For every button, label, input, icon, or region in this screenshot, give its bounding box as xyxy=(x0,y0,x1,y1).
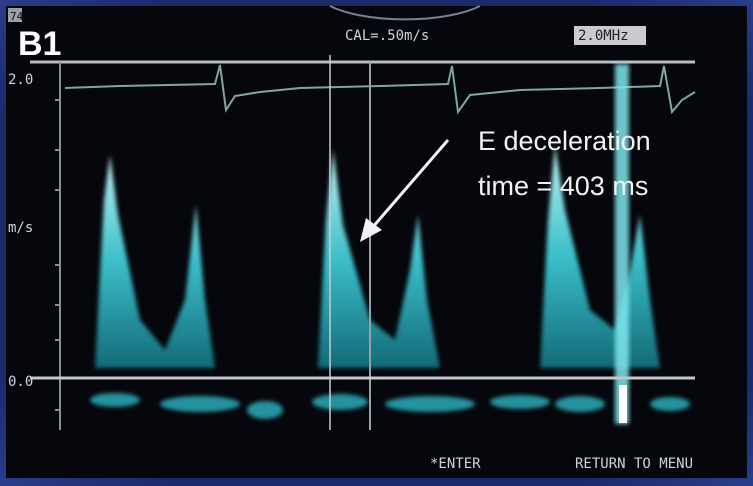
axis-zero-label: 0.0 xyxy=(8,374,33,390)
ultrasound-screen: 74 B1 CAL=.50m/s 2.0MHz 2.0 m/s 0.0 E de… xyxy=(0,0,753,486)
frequency: 2.0MHz xyxy=(578,28,629,44)
bright-artifact xyxy=(615,64,629,424)
panel-label: B1 xyxy=(18,25,61,63)
annotation-line: E deceleration xyxy=(478,126,651,156)
enter-label: *ENTER xyxy=(430,456,481,472)
axis-unit: m/s xyxy=(8,220,33,236)
calibration: CAL=.50m/s xyxy=(345,28,429,44)
bright-artifact-core xyxy=(619,385,627,423)
menu-label: RETURN TO MENU xyxy=(575,456,693,472)
corner-label: 74 xyxy=(10,10,24,23)
axis-top-label: 2.0 xyxy=(8,72,33,88)
annotation-line: time = 403 ms xyxy=(478,171,648,201)
